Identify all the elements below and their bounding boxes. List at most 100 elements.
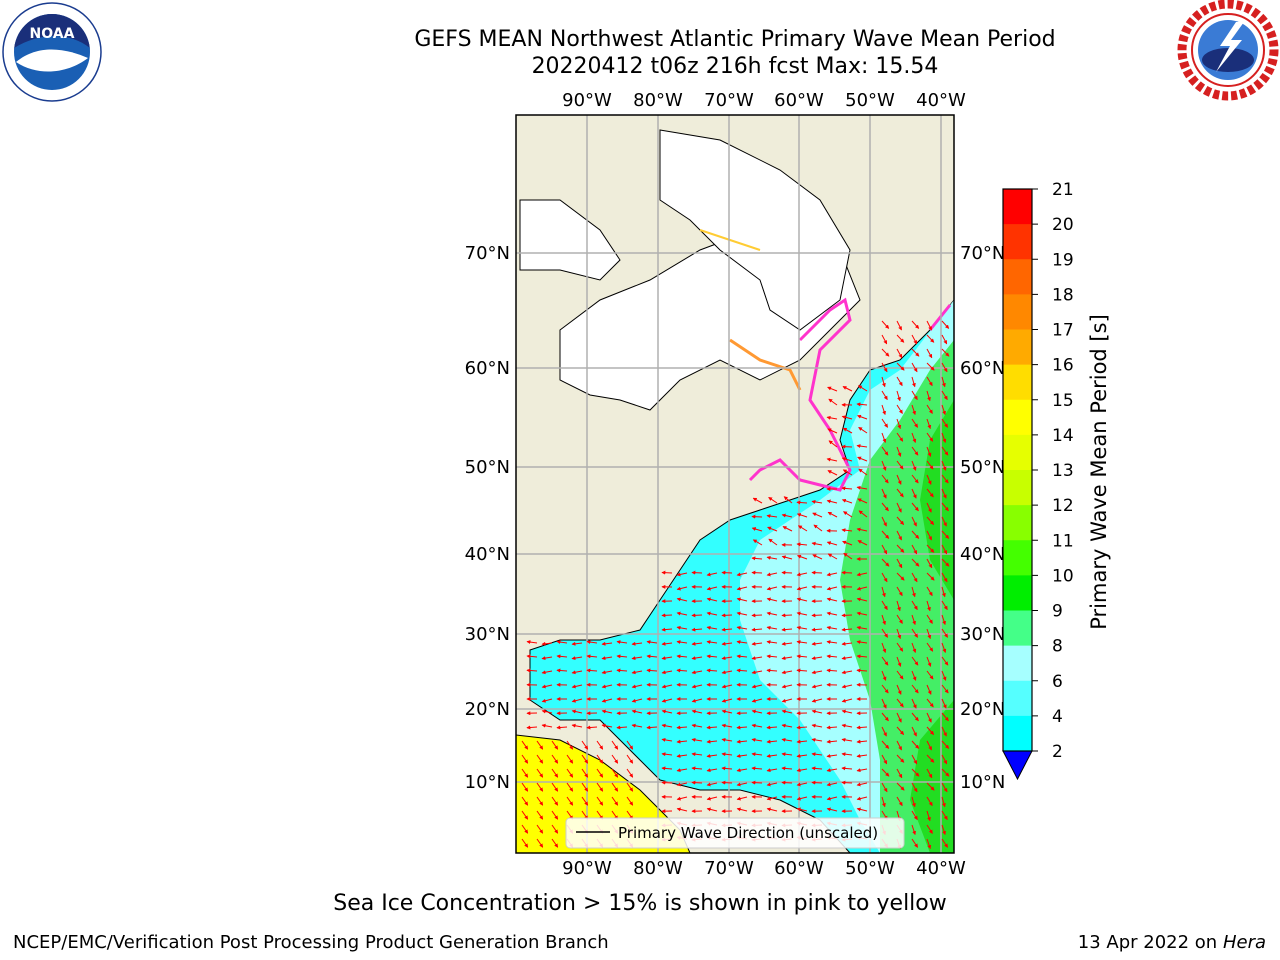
wave-arrow — [841, 684, 853, 689]
wave-arrow — [841, 709, 853, 714]
wave-arrow — [631, 641, 643, 646]
lat-ticks-left: 70°N 60°N 50°N 40°N 30°N 20°N 10°N — [465, 243, 510, 793]
wave-arrow — [926, 684, 932, 695]
wave-arrow — [616, 654, 628, 659]
colorbar-tick-label: 21 — [1052, 180, 1074, 200]
wave-arrow — [856, 402, 868, 407]
wave-arrow — [826, 725, 838, 730]
wave-arrow — [896, 614, 903, 624]
wave-arrow — [736, 640, 748, 645]
wave-arrow — [721, 709, 733, 714]
wave-arrow — [661, 766, 673, 771]
wave-arrow — [736, 597, 748, 602]
wave-arrow — [691, 627, 703, 632]
wave-arrow — [766, 625, 778, 630]
date-host: Hera — [1222, 932, 1266, 953]
wave-arrow — [926, 670, 934, 680]
wave-arrow — [768, 538, 778, 546]
wave-arrow — [706, 668, 718, 673]
wave-arrow — [858, 510, 868, 518]
wave-arrow — [751, 780, 763, 785]
date-stamp: 13 Apr 2022 on Hera — [1078, 932, 1266, 953]
wave-arrow — [881, 572, 888, 583]
wave-arrow — [896, 600, 901, 612]
wave-arrow — [856, 586, 868, 591]
wave-arrow — [691, 684, 703, 689]
wave-arrow — [841, 486, 853, 491]
wave-arrow — [911, 656, 919, 666]
colorbar-tick-label: 20 — [1052, 215, 1074, 235]
wave-arrow — [521, 838, 529, 848]
wave-arrow — [881, 768, 890, 777]
wave-arrow — [626, 740, 634, 750]
wave-arrow — [841, 498, 853, 504]
wave-arrow — [661, 780, 673, 785]
wave-arrow — [796, 654, 808, 659]
wave-arrow — [551, 838, 559, 848]
wave-arrow — [736, 725, 748, 730]
wave-arrow — [751, 723, 763, 728]
arctic-channels — [519, 199, 621, 281]
wave-arrow — [581, 754, 589, 764]
wave-arrow — [827, 553, 838, 560]
wave-arrow — [752, 539, 763, 546]
wave-arrow — [941, 348, 950, 357]
wave-arrow — [896, 572, 905, 581]
wave-arrow — [571, 656, 583, 661]
colorbar-tick-label: 18 — [1052, 285, 1074, 305]
wave-arrow — [826, 782, 838, 787]
wave-arrow — [751, 670, 763, 675]
wave-arrow — [926, 586, 933, 597]
wave-arrow — [766, 514, 778, 519]
wave-arrow — [896, 530, 902, 541]
wave-arrow — [551, 768, 559, 778]
wave-arrow — [941, 488, 947, 499]
colorbar-tick-label: 15 — [1052, 391, 1074, 411]
wave-arrow — [881, 796, 886, 808]
wave-arrow — [536, 796, 544, 806]
wave-arrow — [781, 684, 793, 689]
wave-arrow — [941, 754, 948, 765]
wave-arrow — [911, 488, 917, 499]
wave-arrow — [911, 740, 920, 749]
wave-arrow — [676, 753, 688, 758]
colorbar-segment — [1003, 540, 1032, 576]
wave-arrow — [811, 641, 823, 646]
wave-arrow — [781, 641, 793, 646]
wave-arrow — [751, 737, 763, 742]
lon-tick-top: 70°W — [704, 90, 754, 111]
wave-arrow — [911, 670, 917, 681]
wave-arrow — [596, 740, 604, 750]
wave-arrow — [526, 654, 538, 659]
wave-arrow — [766, 807, 778, 812]
wave-arrow — [521, 810, 529, 820]
wave-arrow — [691, 613, 703, 618]
colorbar-tick-label: 8 — [1052, 637, 1063, 657]
wave-arrow — [571, 723, 583, 728]
wave-arrow — [811, 670, 823, 675]
wave-arrow — [796, 807, 808, 812]
wave-arrow — [826, 499, 838, 504]
noaa-logo-text: NOAA — [30, 26, 75, 42]
wave-arrow — [706, 782, 718, 787]
wave-arrow — [676, 586, 688, 591]
wave-arrow — [796, 572, 808, 577]
wave-arrow — [826, 415, 838, 420]
wave-arrow — [826, 625, 838, 630]
lon-tick-top: 60°W — [774, 90, 824, 111]
wave-arrow — [896, 656, 902, 667]
wave-arrow — [601, 709, 613, 714]
colorbar-tick-label: 6 — [1052, 672, 1063, 692]
wave-arrow — [706, 625, 718, 630]
wave-arrow — [911, 572, 918, 583]
wave-arrow — [856, 753, 868, 758]
wave-arrow — [691, 670, 703, 675]
lat-tick-right: 50°N — [960, 457, 1005, 478]
colorbar-segment — [1003, 329, 1032, 366]
wave-arrow — [941, 740, 950, 749]
wave-arrow — [926, 390, 931, 402]
wave-arrow — [911, 334, 918, 345]
wave-arrow — [881, 390, 888, 401]
wave-arrow — [856, 625, 868, 630]
wave-arrow — [926, 628, 932, 640]
